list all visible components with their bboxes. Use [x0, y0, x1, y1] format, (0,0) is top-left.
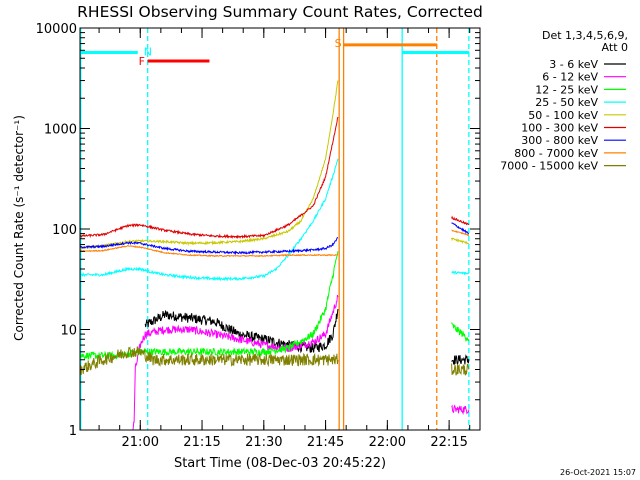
- legend-header-detectors: Det 1,3,4,5,6,9,: [542, 29, 628, 42]
- x-tick-label: 22:00: [369, 435, 406, 450]
- series-line: [451, 322, 470, 343]
- flag-label: N: [144, 46, 152, 59]
- y-tick-label: 10000: [36, 22, 77, 37]
- x-tick-label: 22:15: [430, 435, 467, 450]
- legend-item-label: 50 - 100 keV: [528, 109, 598, 122]
- series-line: [451, 222, 470, 235]
- legend-header-attenuator: Att 0: [602, 41, 628, 54]
- series-line: [79, 346, 339, 376]
- series-line: [79, 244, 339, 258]
- y-axis-label: Corrected Count Rate (s⁻¹ detector⁻¹): [12, 115, 26, 341]
- flag-label: S: [335, 37, 342, 50]
- series-line: [79, 80, 339, 250]
- legend-item-label: 100 - 300 keV: [521, 122, 598, 135]
- footer-date: 26-Oct-2021 15:07: [560, 468, 636, 477]
- legend-item-label: 300 - 800 keV: [521, 134, 598, 147]
- legend-item-label: 25 - 50 keV: [535, 96, 598, 109]
- legend-item-label: 6 - 12 keV: [542, 71, 598, 84]
- legend-item-label: 3 - 6 keV: [549, 58, 598, 71]
- axes: 1 10 100 1000 10000 21:00 21:15 21:30 21:45 22:00…: [36, 22, 481, 450]
- series-line: [451, 353, 470, 366]
- x-axis-label: Start Time (08-Dec-03 20:45:22): [174, 456, 386, 471]
- flag-label: F: [139, 55, 145, 68]
- series-line: [79, 251, 339, 360]
- series-line: [451, 215, 470, 226]
- y-tick-label: 1000: [44, 123, 77, 138]
- series-line: [451, 229, 470, 237]
- series-line: [79, 237, 338, 256]
- x-tick-label: 21:00: [122, 435, 159, 450]
- x-tick-label: 21:45: [307, 435, 344, 450]
- y-tick-label: 10: [60, 324, 77, 339]
- x-tick-label: 21:15: [183, 435, 220, 450]
- x-tick-label: 21:30: [245, 435, 282, 450]
- series-line: [451, 270, 470, 276]
- y-tick-label: 100: [52, 223, 77, 238]
- plot-area: NF S: [79, 28, 470, 431]
- series-line: [80, 158, 339, 282]
- legend-item-label: 800 - 7000 keV: [514, 147, 598, 160]
- y-tick-label: 1: [69, 424, 77, 439]
- chart-title: RHESSI Observing Summary Count Rates, Co…: [77, 3, 483, 21]
- series-line: [79, 116, 339, 239]
- series-line: [451, 404, 470, 416]
- series-line: [451, 363, 470, 376]
- legend-item-label: 7000 - 15000 keV: [500, 160, 598, 173]
- legend-item-label: 12 - 25 keV: [535, 83, 598, 96]
- series-line: [451, 237, 470, 245]
- series-line: [132, 294, 339, 431]
